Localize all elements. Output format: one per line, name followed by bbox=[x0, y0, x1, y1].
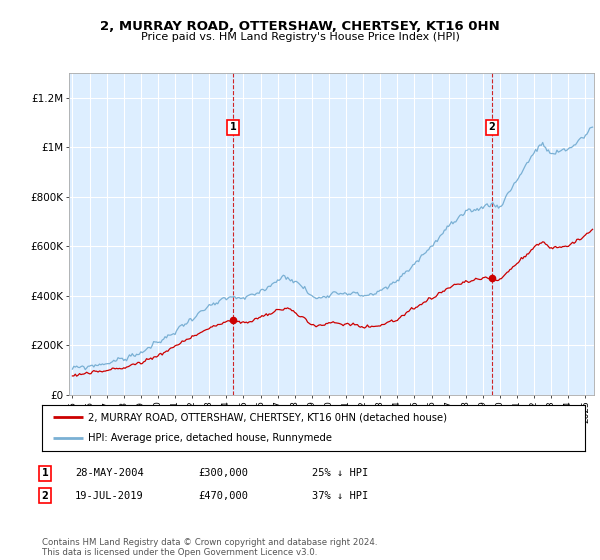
Text: Price paid vs. HM Land Registry's House Price Index (HPI): Price paid vs. HM Land Registry's House … bbox=[140, 32, 460, 43]
Text: Contains HM Land Registry data © Crown copyright and database right 2024.
This d: Contains HM Land Registry data © Crown c… bbox=[42, 538, 377, 557]
Text: £300,000: £300,000 bbox=[198, 468, 248, 478]
Text: £470,000: £470,000 bbox=[198, 491, 248, 501]
Point bbox=[228, 315, 238, 324]
Text: 2: 2 bbox=[489, 122, 496, 132]
Text: 25% ↓ HPI: 25% ↓ HPI bbox=[312, 468, 368, 478]
Text: 37% ↓ HPI: 37% ↓ HPI bbox=[312, 491, 368, 501]
Text: 1: 1 bbox=[41, 468, 49, 478]
Point bbox=[487, 274, 497, 283]
Text: 1: 1 bbox=[229, 122, 236, 132]
Text: 2: 2 bbox=[41, 491, 49, 501]
Text: HPI: Average price, detached house, Runnymede: HPI: Average price, detached house, Runn… bbox=[88, 433, 332, 444]
Text: 2, MURRAY ROAD, OTTERSHAW, CHERTSEY, KT16 0HN: 2, MURRAY ROAD, OTTERSHAW, CHERTSEY, KT1… bbox=[100, 20, 500, 32]
Text: 28-MAY-2004: 28-MAY-2004 bbox=[75, 468, 144, 478]
Text: 2, MURRAY ROAD, OTTERSHAW, CHERTSEY, KT16 0HN (detached house): 2, MURRAY ROAD, OTTERSHAW, CHERTSEY, KT1… bbox=[88, 412, 447, 422]
Text: 19-JUL-2019: 19-JUL-2019 bbox=[75, 491, 144, 501]
